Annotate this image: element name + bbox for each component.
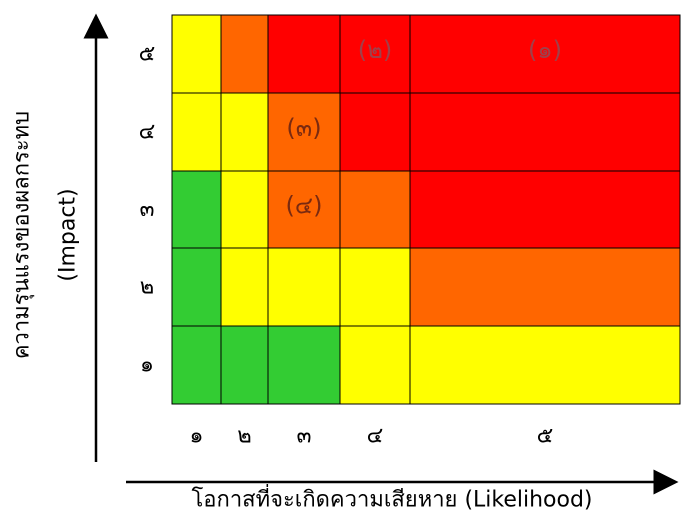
risk-label-4: (๔) bbox=[286, 192, 323, 220]
cell-impact-1-likelihood-3 bbox=[267, 325, 341, 405]
x-tick-labels: ๑ ๒ ๓ ๔ ๕ bbox=[190, 424, 554, 449]
y-tick-2: ๒ bbox=[140, 275, 155, 300]
y-axis-title: ความรุนแรงของผลกระทบ bbox=[10, 111, 35, 359]
cell-impact-4-likelihood-2 bbox=[220, 92, 269, 172]
y-axis-subtitle: (Impact) bbox=[56, 188, 81, 281]
y-tick-3: ๓ bbox=[139, 197, 154, 222]
x-tick-3: ๓ bbox=[296, 424, 311, 449]
cell-impact-5-likelihood-4 bbox=[339, 14, 411, 94]
cell-impact-4-likelihood-1 bbox=[171, 92, 222, 172]
cell-impact-1-likelihood-1 bbox=[171, 325, 222, 405]
cell-impact-3-likelihood-1 bbox=[171, 170, 222, 249]
cell-impact-3-likelihood-4 bbox=[339, 170, 411, 249]
cell-impact-3-likelihood-5 bbox=[409, 170, 681, 249]
risk-label-1: (๑) bbox=[528, 36, 562, 64]
cell-impact-2-likelihood-3 bbox=[267, 247, 341, 327]
x-tick-4: ๔ bbox=[367, 424, 384, 449]
cell-impact-4-likelihood-4 bbox=[339, 92, 411, 172]
cell-impact-5-likelihood-2 bbox=[220, 14, 269, 94]
cell-impact-4-likelihood-3 bbox=[267, 92, 341, 172]
y-tick-4: ๔ bbox=[139, 120, 156, 145]
cell-impact-5-likelihood-5 bbox=[409, 14, 681, 94]
y-tick-labels: ๑ ๒ ๓ ๔ ๕ bbox=[139, 42, 156, 378]
x-axis-title: โอกาสที่จะเกิดความเสียหาย (Likelihood) bbox=[191, 484, 592, 513]
cell-impact-2-likelihood-2 bbox=[220, 247, 269, 327]
matrix-cells bbox=[171, 14, 681, 405]
risk-labels: (๑) (๒) (๓) (๔) bbox=[286, 36, 562, 220]
y-tick-1: ๑ bbox=[140, 353, 154, 378]
cell-impact-1-likelihood-5 bbox=[409, 325, 681, 405]
cell-impact-2-likelihood-5 bbox=[409, 247, 681, 327]
risk-label-3: (๓) bbox=[286, 114, 321, 142]
x-tick-5: ๕ bbox=[537, 424, 554, 449]
cell-impact-1-likelihood-4 bbox=[339, 325, 411, 405]
x-tick-1: ๑ bbox=[190, 424, 204, 449]
cell-impact-2-likelihood-4 bbox=[339, 247, 411, 327]
cell-impact-5-likelihood-3 bbox=[267, 14, 341, 94]
cell-impact-3-likelihood-3 bbox=[267, 170, 341, 249]
cell-impact-3-likelihood-2 bbox=[220, 170, 269, 249]
cell-impact-2-likelihood-1 bbox=[171, 247, 222, 327]
y-tick-5: ๕ bbox=[139, 42, 156, 67]
cell-impact-1-likelihood-2 bbox=[220, 325, 269, 405]
cell-impact-5-likelihood-1 bbox=[171, 14, 222, 94]
x-tick-2: ๒ bbox=[237, 424, 252, 449]
cell-impact-4-likelihood-5 bbox=[409, 92, 681, 172]
risk-label-2: (๒) bbox=[358, 36, 393, 64]
